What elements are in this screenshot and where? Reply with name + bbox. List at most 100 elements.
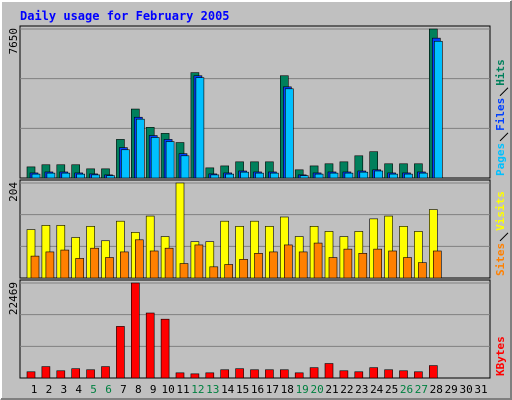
bar bbox=[135, 239, 144, 279]
x-tick-label: 15 bbox=[236, 383, 249, 396]
bar bbox=[120, 251, 129, 279]
y-tick-label: 22469 bbox=[7, 282, 20, 315]
x-tick-label: 17 bbox=[266, 383, 279, 396]
bar bbox=[254, 253, 263, 279]
bar bbox=[388, 250, 397, 279]
x-tick-label: 3 bbox=[60, 383, 67, 396]
x-tick-label: 13 bbox=[206, 383, 219, 396]
x-tick-label: 16 bbox=[251, 383, 264, 396]
legend-label: Pages bbox=[494, 143, 507, 176]
bar bbox=[270, 172, 279, 179]
legend-label: Sites bbox=[494, 243, 507, 276]
x-tick-label: 9 bbox=[150, 383, 157, 396]
bar bbox=[255, 172, 264, 179]
bar bbox=[299, 175, 309, 179]
plot-area bbox=[19, 279, 491, 379]
bar bbox=[41, 366, 51, 379]
bar bbox=[369, 367, 379, 379]
legend: Sites Visits bbox=[494, 191, 507, 276]
bar bbox=[31, 173, 41, 179]
x-tick-label: 19 bbox=[296, 383, 309, 396]
bar bbox=[145, 312, 155, 379]
bar bbox=[209, 266, 219, 279]
bar bbox=[284, 88, 294, 179]
x-tick-label: 11 bbox=[176, 383, 189, 396]
bar bbox=[160, 318, 170, 379]
bar bbox=[314, 173, 324, 179]
bar bbox=[220, 369, 229, 379]
bar bbox=[190, 373, 200, 379]
bar bbox=[165, 141, 175, 179]
bar bbox=[432, 250, 442, 279]
legend-separator bbox=[499, 132, 509, 142]
x-tick-label: 26 bbox=[400, 383, 413, 396]
bar bbox=[328, 257, 338, 279]
bar bbox=[26, 371, 36, 379]
bar bbox=[339, 370, 349, 379]
x-tick-label: 4 bbox=[75, 383, 82, 396]
x-tick-label: 23 bbox=[355, 383, 368, 396]
bar bbox=[403, 257, 412, 279]
legend: KBytes bbox=[494, 336, 507, 376]
x-tick-label: 22 bbox=[340, 383, 353, 396]
plot-area bbox=[19, 25, 491, 179]
x-tick-label: 8 bbox=[135, 383, 142, 396]
x-tick-label: 18 bbox=[281, 383, 294, 396]
bar bbox=[358, 253, 368, 279]
legend-separator bbox=[499, 87, 509, 97]
bar bbox=[309, 367, 319, 379]
x-tick-label: 12 bbox=[191, 383, 204, 396]
bar bbox=[384, 369, 393, 379]
bar bbox=[105, 257, 114, 279]
bar bbox=[399, 370, 408, 379]
bar bbox=[76, 173, 85, 179]
bar bbox=[46, 172, 56, 179]
x-tick-label: 25 bbox=[385, 383, 398, 396]
bar bbox=[269, 251, 278, 279]
bar bbox=[175, 372, 185, 379]
bar bbox=[298, 251, 308, 279]
bar bbox=[164, 247, 174, 279]
bar bbox=[329, 172, 339, 179]
x-tick-label: 14 bbox=[221, 383, 235, 396]
bar bbox=[195, 77, 205, 179]
bar bbox=[428, 365, 438, 379]
x-tick-label: 10 bbox=[161, 383, 174, 396]
x-tick-label: 28 bbox=[430, 383, 443, 396]
bar bbox=[225, 173, 234, 179]
bar bbox=[239, 259, 248, 279]
x-tick-label: 7 bbox=[120, 383, 127, 396]
chart-title: Daily usage for February 2005 bbox=[20, 9, 230, 23]
x-tick-label: 29 bbox=[445, 383, 458, 396]
bar bbox=[250, 369, 259, 379]
bar bbox=[116, 326, 125, 379]
y-tick-label: 204 bbox=[7, 182, 20, 202]
legend-label: Files bbox=[494, 98, 507, 131]
bar bbox=[91, 174, 100, 179]
x-tick-label: 1 bbox=[31, 383, 38, 396]
x-tick-label: 20 bbox=[310, 383, 323, 396]
legend-label: Hits bbox=[494, 59, 507, 86]
legend-separator bbox=[499, 232, 509, 242]
x-tick-label: 6 bbox=[105, 383, 112, 396]
bar bbox=[136, 118, 145, 179]
bar bbox=[71, 368, 80, 379]
x-tick-label: 24 bbox=[370, 383, 384, 396]
bar bbox=[414, 371, 423, 379]
bar bbox=[240, 171, 249, 179]
x-tick-label: 2 bbox=[46, 383, 53, 396]
bar bbox=[373, 248, 383, 279]
bar bbox=[60, 249, 70, 279]
y-tick-label: 7650 bbox=[7, 28, 20, 55]
bar bbox=[86, 369, 95, 379]
legend-label: KBytes bbox=[494, 336, 507, 376]
bar bbox=[106, 175, 115, 179]
bar bbox=[150, 137, 160, 179]
bar bbox=[354, 371, 364, 379]
bar bbox=[324, 363, 334, 379]
legend-label: Visits bbox=[494, 191, 507, 231]
bar bbox=[194, 244, 204, 279]
bar bbox=[224, 264, 233, 279]
